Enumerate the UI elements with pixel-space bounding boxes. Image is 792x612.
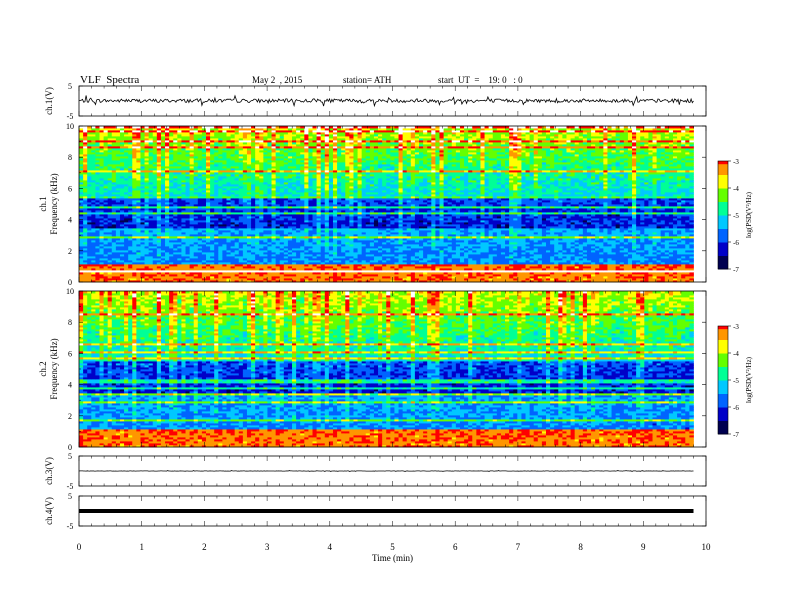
y-tick-label: 5	[68, 82, 72, 91]
ch1-ylabel: ch.1(V)	[44, 87, 54, 115]
y-tick-label: -5	[67, 112, 74, 121]
spec1-heatmap	[79, 126, 694, 282]
ch1-trace	[79, 95, 694, 106]
